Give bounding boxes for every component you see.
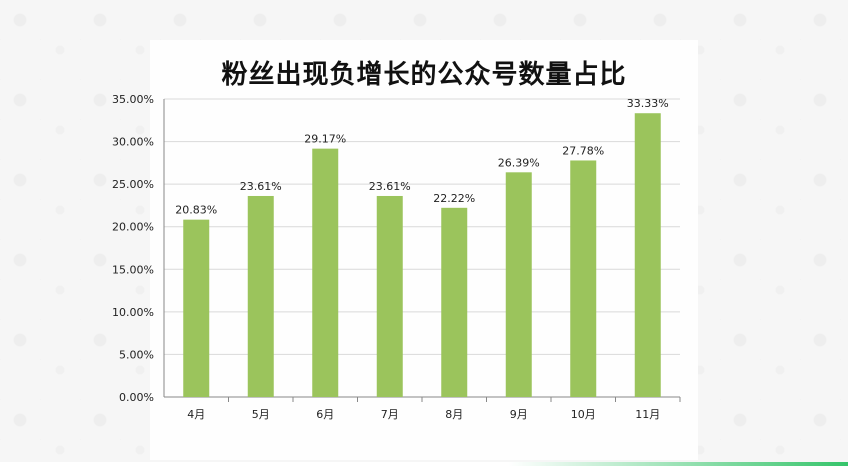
chart-title: 粉丝出现负增长的公众号数量占比: [221, 60, 627, 90]
y-tick-label: 35.00%: [112, 93, 154, 106]
data-label: 29.17%: [304, 133, 346, 146]
data-label: 23.61%: [369, 180, 411, 193]
x-tick-label: 10月: [571, 408, 596, 421]
x-tick-label: 6月: [316, 408, 334, 421]
x-tick-label: 4月: [187, 408, 205, 421]
x-tick-label: 11月: [635, 408, 660, 421]
bar: [376, 195, 403, 397]
y-tick-label: 30.00%: [112, 136, 154, 149]
y-tick-label: 0.00%: [119, 391, 154, 404]
data-label: 33.33%: [627, 97, 669, 110]
bar: [505, 172, 532, 397]
bar: [570, 160, 597, 397]
data-label: 27.78%: [562, 144, 604, 157]
bar: [247, 195, 274, 397]
y-tick-label: 10.00%: [112, 306, 154, 319]
bar: [312, 148, 339, 397]
data-label: 23.61%: [240, 180, 282, 193]
bar: [183, 219, 210, 397]
y-tick-label: 5.00%: [119, 348, 154, 361]
data-label: 20.83%: [175, 204, 217, 217]
y-tick-label: 15.00%: [112, 263, 154, 276]
chart-panel: [150, 40, 698, 460]
data-label: 22.22%: [433, 192, 475, 205]
y-tick-label: 25.00%: [112, 178, 154, 191]
x-tick-label: 9月: [510, 408, 528, 421]
x-tick-label: 7月: [381, 408, 399, 421]
x-tick-label: 5月: [252, 408, 270, 421]
x-tick-label: 8月: [445, 408, 463, 421]
bottom-accent-strip: [0, 462, 848, 466]
bar: [634, 113, 661, 397]
y-tick-label: 20.00%: [112, 221, 154, 234]
bar: [441, 207, 468, 397]
data-label: 26.39%: [498, 156, 540, 169]
